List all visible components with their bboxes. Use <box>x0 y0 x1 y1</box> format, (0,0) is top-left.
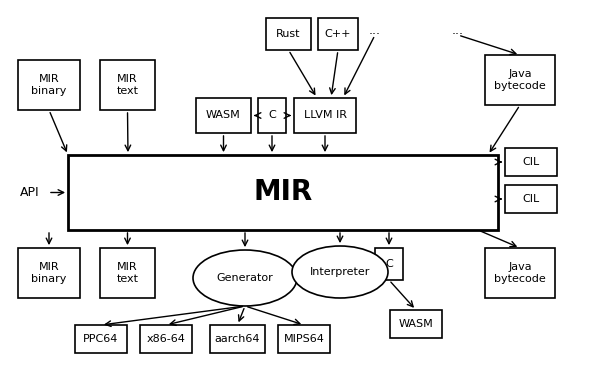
Bar <box>485 248 555 298</box>
Text: MIR
binary: MIR binary <box>31 74 67 96</box>
Text: CIL: CIL <box>523 157 539 167</box>
Bar <box>100 248 155 298</box>
Bar <box>266 18 311 50</box>
Bar <box>75 325 127 353</box>
Bar <box>18 60 80 110</box>
Text: aarch64: aarch64 <box>215 334 260 344</box>
Text: ...: ... <box>369 24 381 36</box>
Bar <box>318 18 358 50</box>
Text: Java
bytecode: Java bytecode <box>494 69 546 91</box>
Text: C: C <box>268 111 276 120</box>
Ellipse shape <box>292 246 388 298</box>
Bar <box>18 248 80 298</box>
Bar <box>196 98 251 133</box>
Bar <box>68 155 498 230</box>
Text: x86-64: x86-64 <box>146 334 185 344</box>
Text: Rust: Rust <box>276 29 301 39</box>
Bar <box>375 248 403 280</box>
Text: C: C <box>385 259 393 269</box>
Bar <box>140 325 192 353</box>
Text: LLVM IR: LLVM IR <box>304 111 347 120</box>
Bar <box>505 148 557 176</box>
Text: C++: C++ <box>325 29 351 39</box>
Text: WASM: WASM <box>206 111 241 120</box>
Text: MIR
binary: MIR binary <box>31 262 67 284</box>
Text: Java
bytecode: Java bytecode <box>494 262 546 284</box>
Text: ...: ... <box>452 24 464 36</box>
Bar <box>505 185 557 213</box>
Ellipse shape <box>193 250 297 306</box>
Bar <box>390 310 442 338</box>
Text: MIPS64: MIPS64 <box>284 334 325 344</box>
Bar <box>485 55 555 105</box>
Text: Interpreter: Interpreter <box>310 267 370 277</box>
Text: WASM: WASM <box>398 319 433 329</box>
Bar <box>210 325 265 353</box>
Bar <box>278 325 330 353</box>
Bar <box>258 98 286 133</box>
Text: CIL: CIL <box>523 194 539 204</box>
Text: MIR: MIR <box>253 179 313 206</box>
Text: Generator: Generator <box>217 273 274 283</box>
Bar <box>294 98 356 133</box>
Text: PPC64: PPC64 <box>83 334 119 344</box>
Text: MIR
text: MIR text <box>116 74 139 96</box>
Bar <box>100 60 155 110</box>
Text: MIR
text: MIR text <box>116 262 139 284</box>
Text: API: API <box>20 187 40 200</box>
